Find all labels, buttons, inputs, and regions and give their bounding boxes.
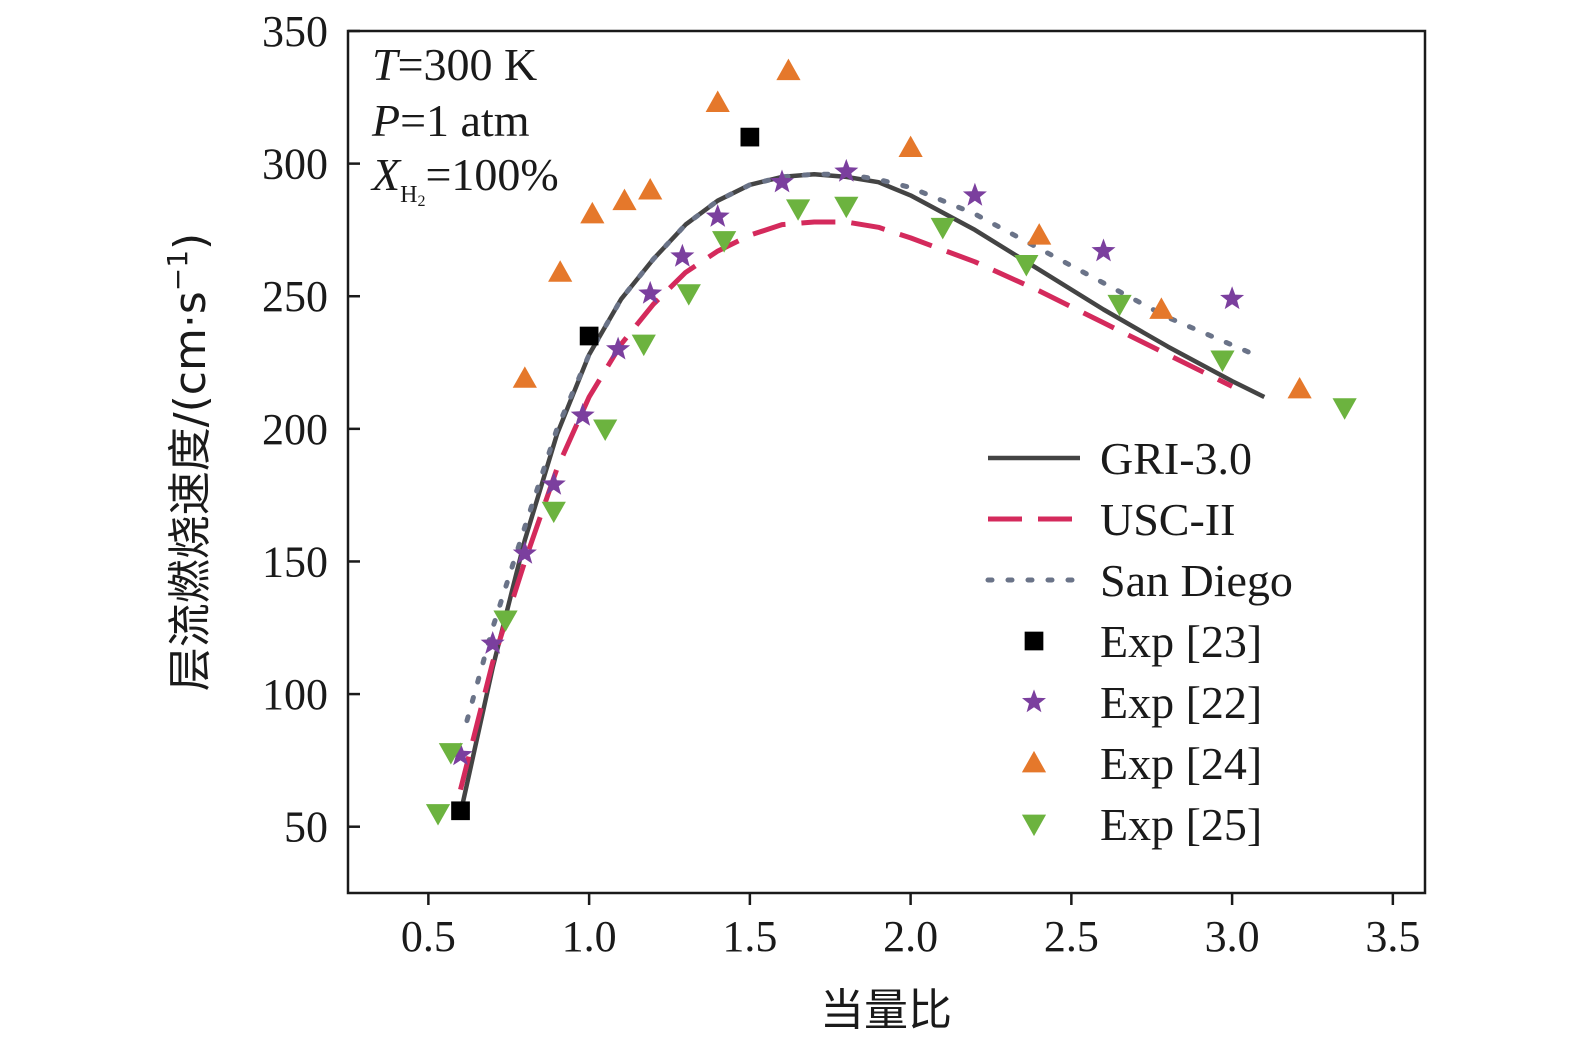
y-axis-label-close: ): [165, 233, 216, 250]
series-markers: [425, 58, 1357, 826]
data-point: [670, 243, 695, 267]
data-point: [1149, 297, 1174, 319]
data-point: [1014, 255, 1039, 277]
plot-frame: [346, 29, 1427, 895]
legend-swatch: [1024, 631, 1044, 651]
x-tick-label: 2.0: [883, 912, 938, 961]
y-tick-label: 300: [262, 140, 328, 189]
x-tick-label: 3.0: [1205, 912, 1260, 961]
data-point: [548, 260, 573, 282]
data-point: [930, 217, 955, 240]
data-point: [480, 631, 505, 654]
annotation-fraction-symbol: X: [370, 149, 402, 200]
legend-label: Exp [24]: [1100, 738, 1262, 789]
data-point: [770, 169, 794, 193]
data-point: [541, 501, 566, 524]
x-tick-label: 0.5: [401, 912, 456, 961]
y-tick-label: 100: [262, 670, 328, 719]
data-point: [1107, 294, 1132, 317]
data-point: [705, 204, 730, 227]
annotation-pressure-value: =1 atm: [400, 95, 530, 146]
data-point: [579, 326, 599, 346]
y-tick-label: 250: [262, 272, 328, 321]
data-point: [438, 743, 463, 765]
data-point: [631, 334, 656, 357]
y-tick-label: 150: [262, 537, 328, 586]
data-point: [1210, 350, 1235, 372]
data-point: [425, 804, 451, 826]
data-point: [1332, 398, 1357, 420]
data-point: [1091, 238, 1116, 262]
legend-label: USC-II: [1100, 494, 1235, 545]
annotation-temperature: T=300 K: [372, 39, 537, 90]
data-point: [898, 135, 923, 158]
data-point: [705, 90, 730, 112]
data-point: [512, 366, 537, 388]
x-tick-label: 1.0: [562, 912, 617, 961]
y-axis: 50 100 150 200 250 300 350: [262, 7, 360, 852]
data-point: [448, 742, 473, 766]
y-tick-label: 350: [262, 7, 328, 56]
legend: GRI-3.0 USC-II San Diego Exp [23] Exp [22] Ex…: [985, 433, 1293, 850]
x-axis: 0.5 1.0 1.5 2.0 2.5 3.0 3.5: [401, 893, 1420, 961]
legend-label: Exp [23]: [1100, 616, 1262, 667]
y-axis-label-sup: −1: [161, 250, 194, 291]
legend-label: GRI-3.0: [1100, 433, 1252, 484]
annotation-fraction: XH2=100%: [370, 149, 559, 210]
legend-label: Exp [22]: [1100, 677, 1262, 728]
data-point: [593, 419, 618, 441]
annotation-temperature-value: =300 K: [398, 39, 538, 90]
annotation-pressure: P=1 atm: [371, 95, 530, 146]
annotation-temperature-symbol: T: [372, 39, 401, 90]
data-point: [570, 402, 595, 426]
legend-swatch: [1021, 814, 1047, 837]
data-point: [776, 58, 801, 81]
data-point: [612, 188, 637, 211]
x-tick-label: 3.5: [1365, 912, 1420, 961]
series-line: [458, 219, 1234, 791]
data-point: [451, 801, 470, 821]
data-point: [1220, 286, 1245, 310]
data-point: [580, 201, 605, 224]
y-axis-label: 层流燃烧速度/(cm·s−1): [161, 233, 216, 691]
data-point: [785, 199, 811, 221]
data-point: [638, 280, 663, 304]
data-point: [541, 471, 566, 495]
legend-swatch: [1021, 750, 1047, 773]
data-point: [740, 127, 760, 147]
annotation-pressure-symbol: P: [371, 95, 400, 146]
x-axis-label: 当量比: [820, 985, 952, 1036]
data-point: [493, 610, 518, 632]
data-point: [962, 182, 987, 206]
data-point: [512, 540, 537, 564]
annotation-fraction-value: =100%: [425, 149, 558, 200]
data-point: [712, 231, 737, 253]
data-point: [834, 158, 859, 182]
y-axis-label-main: 层流燃烧速度/(cm·s: [165, 291, 216, 691]
y-tick-label: 200: [262, 405, 328, 454]
annotation-fraction-sub: H: [400, 182, 417, 208]
x-tick-label: 2.5: [1044, 912, 1099, 961]
legend-label: San Diego: [1100, 555, 1293, 606]
data-point: [1027, 223, 1052, 245]
data-point: [606, 336, 631, 360]
data-point: [676, 284, 701, 306]
legend-label: Exp [25]: [1100, 799, 1262, 850]
data-point: [638, 178, 663, 200]
data-point: [834, 196, 859, 219]
x-tick-label: 1.5: [722, 912, 777, 961]
data-point: [1287, 376, 1312, 399]
annotation-fraction-sub2: 2: [417, 193, 425, 210]
legend-swatch: [1022, 689, 1046, 713]
y-tick-label: 50: [284, 803, 328, 852]
